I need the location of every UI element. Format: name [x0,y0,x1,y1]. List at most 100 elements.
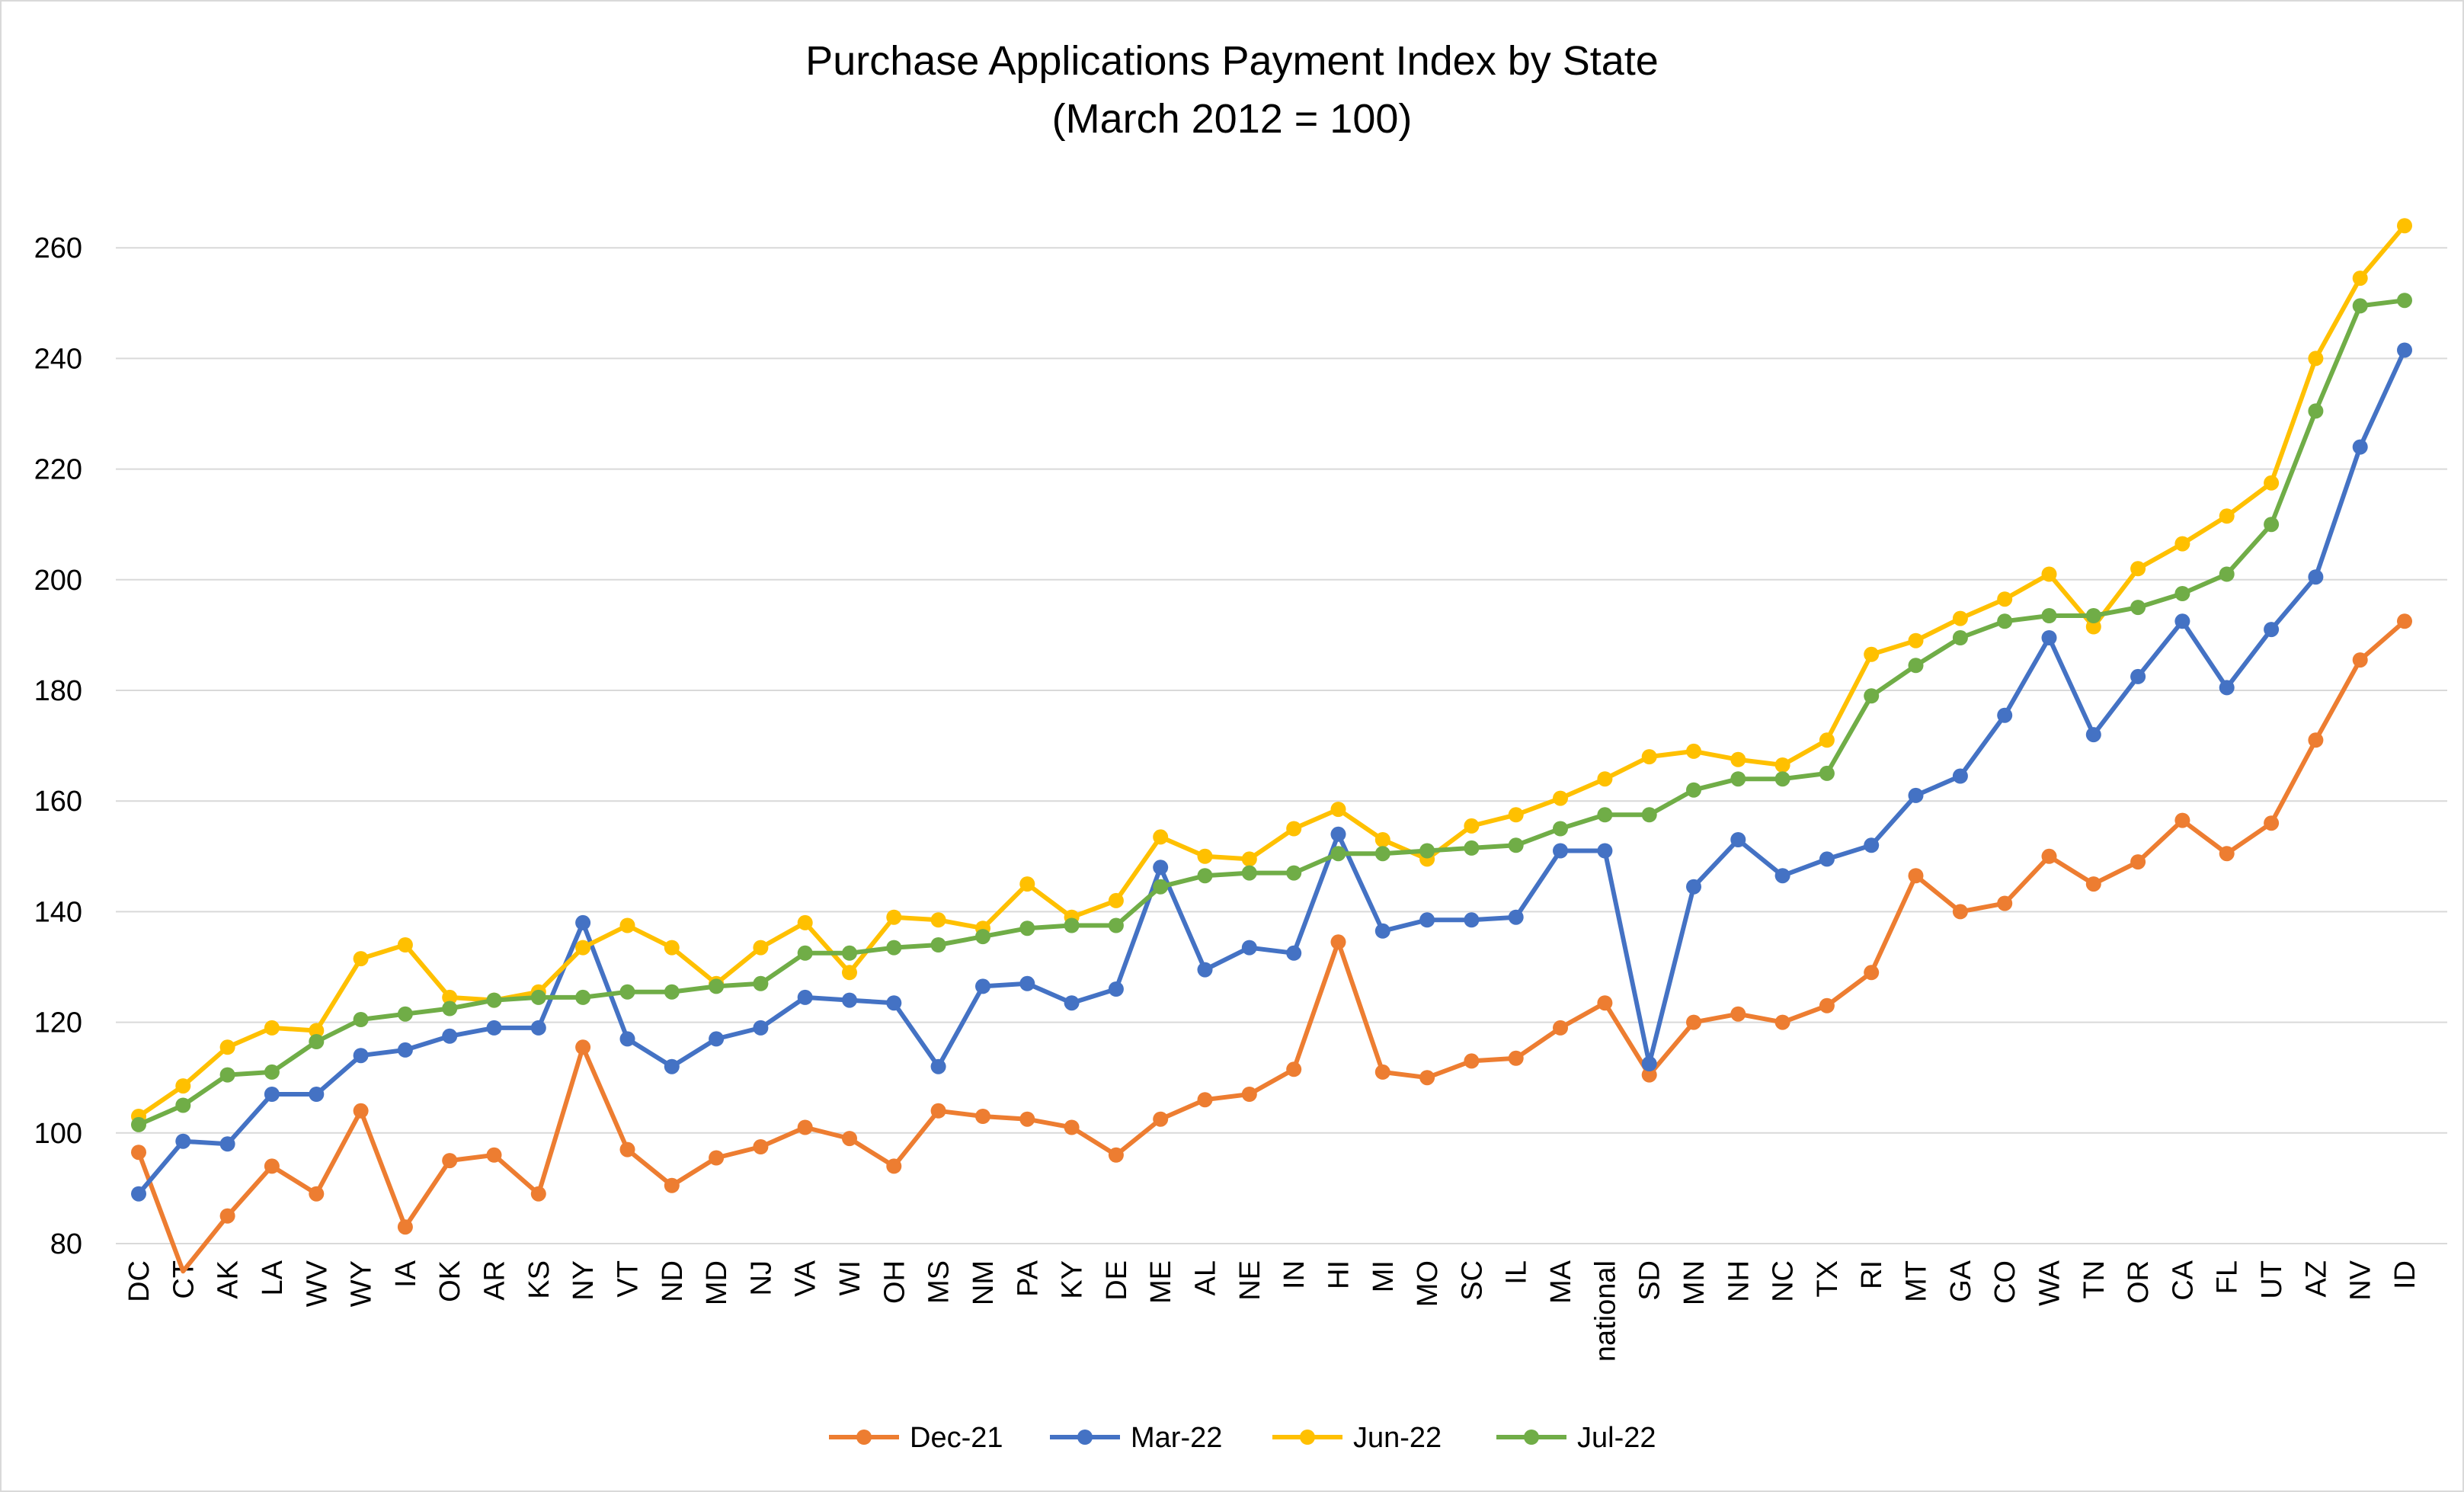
data-point [397,1042,413,1058]
data-point [886,940,902,956]
data-point [975,929,990,945]
data-point [219,1136,235,1152]
x-tick-label: WA [2034,1260,2066,1305]
data-point [1153,1111,1169,1127]
x-tick-label: ND [657,1260,689,1302]
data-point [2041,630,2057,645]
data-point [1064,1119,1080,1135]
y-axis-ticks: 80 100 120 140 160 180 200 220 240 260 [34,232,82,1260]
data-point [2130,668,2146,684]
x-tick-label: AL [1190,1260,1222,1295]
x-tick-label: NV [2345,1260,2377,1300]
data-point [1908,868,1924,884]
x-tick-label: CO [1989,1260,2021,1304]
data-point [1241,865,1257,881]
data-point [753,940,769,956]
data-point [2264,815,2280,831]
x-tick-label: LA [257,1260,289,1295]
data-point [1286,1061,1302,1077]
data-point [1997,613,2013,629]
data-point [575,989,591,1005]
data-point [1197,1092,1213,1108]
data-point [2130,600,2146,616]
x-tick-label: MI [1368,1260,1400,1292]
data-point [1597,995,1613,1011]
data-point [1241,1087,1257,1102]
legend-swatch-marker [1524,1430,1539,1445]
data-point [2130,854,2146,870]
data-point [1153,860,1169,876]
data-point [530,1020,546,1036]
data-point [264,1158,280,1174]
data-point [842,965,857,981]
x-tick-label: AR [479,1260,511,1301]
data-point [397,1219,413,1235]
data-point [664,1058,680,1074]
chart-subtitle: (March 2012 = 100) [1052,96,1413,142]
x-tick-label: MN [1678,1260,1710,1305]
data-point [664,940,680,956]
y-tick-label: 120 [34,1007,82,1039]
data-point [886,1158,902,1174]
data-point [1686,782,1701,798]
x-tick-label: DE [1101,1260,1133,1301]
data-point [1464,840,1480,856]
data-point [930,1103,946,1119]
data-point [1064,995,1080,1011]
series-dec-21 [131,613,2412,1274]
data-point [1641,807,1657,823]
data-point [1330,846,1346,862]
data-point [264,1087,280,1102]
data-point [930,937,946,953]
data-point [353,1103,369,1119]
data-point [353,1012,369,1027]
data-point [1908,787,1924,803]
data-point [1197,962,1213,978]
x-tick-label: UT [2256,1260,2288,1299]
data-point [219,1208,235,1224]
data-point [2397,218,2412,234]
x-tick-label: KY [1057,1260,1089,1299]
x-tick-label: IN [1278,1260,1310,1289]
data-point [175,1097,191,1113]
data-point [175,1133,191,1149]
legend-swatch-marker [856,1430,872,1445]
y-tick-label: 200 [34,565,82,597]
chart-title: Purchase Applications Payment Index by S… [805,38,1659,84]
data-point [1553,1020,1568,1036]
data-point [397,937,413,953]
data-point [530,1186,546,1202]
x-tick-label: VT [612,1260,644,1298]
legend-item: Jun-22 [1272,1422,1442,1454]
data-point [1286,945,1302,961]
x-tick-label: MT [1901,1260,1933,1302]
x-tick-label: OH [878,1260,910,1304]
data-point [1374,846,1390,862]
data-point [442,1028,458,1044]
x-tick-label: NJ [745,1260,777,1295]
series-line [136,298,2407,1127]
data-point [1508,1050,1524,1066]
data-point [1686,743,1701,759]
data-point [1774,1014,1790,1030]
data-point [442,1153,458,1169]
data-point [264,1064,280,1080]
data-point [1641,1056,1657,1071]
data-point [1108,1147,1124,1163]
data-point [1864,646,1880,662]
data-point [1952,630,1968,645]
data-point [2041,848,2057,864]
data-point [2174,586,2190,601]
data-point [575,940,591,956]
data-point [2397,613,2412,629]
data-point [1330,826,1346,842]
data-point [975,1109,990,1124]
data-point [1019,975,1035,991]
series-jul-22 [131,293,2412,1132]
data-point [619,1031,635,1047]
x-tick-label: WI [834,1260,866,1295]
data-point [2130,561,2146,577]
data-point [1508,909,1524,925]
data-point [2397,293,2412,309]
